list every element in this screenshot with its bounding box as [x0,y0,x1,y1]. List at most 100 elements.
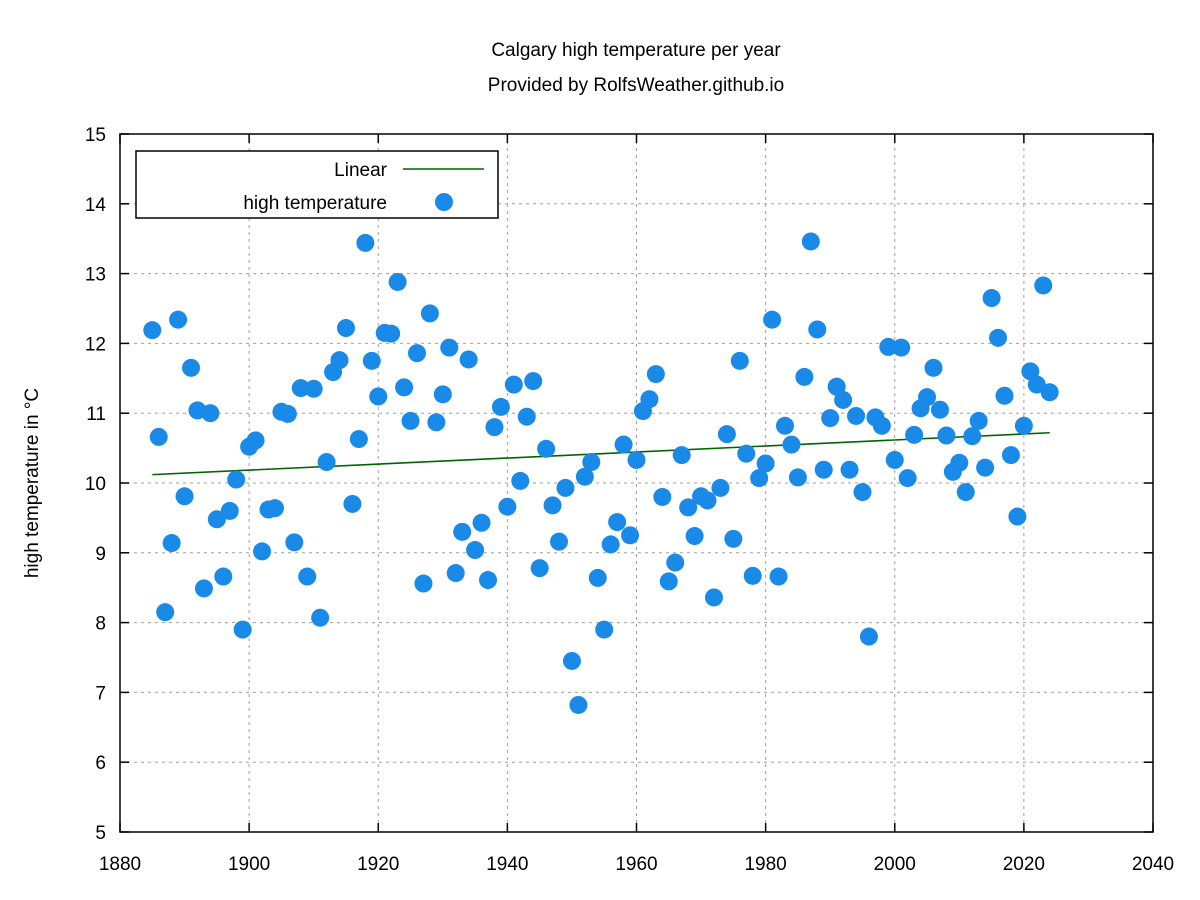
plot-frame [119,133,1154,833]
data-point [369,387,388,406]
data-point [737,444,756,463]
data-point [627,450,646,469]
data-point [956,483,975,502]
data-point [265,499,284,518]
data-point [685,527,704,546]
data-point [207,510,226,529]
data-point [672,446,691,465]
data-point [453,522,472,541]
data-point [982,289,1001,308]
y-tick-label: 8 [95,614,106,635]
y-tick-label: 5 [95,823,106,844]
data-point [640,390,659,409]
data-point [511,471,530,490]
data-point [194,579,213,598]
x-tick-label: 1960 [615,854,657,875]
data-point [562,651,581,670]
data-point [149,427,168,446]
data-point [724,529,743,548]
data-point [233,620,252,639]
data-point [601,535,620,554]
data-point [530,559,549,578]
data-point [343,494,362,513]
x-tick-label: 1920 [357,854,399,875]
data-point [1001,446,1020,465]
data-point [201,404,220,423]
data-point [466,541,485,560]
data-point [756,454,775,473]
data-point [989,328,1008,347]
data-point [569,695,588,714]
data-point [227,470,246,489]
data-point [1034,276,1053,295]
data-point [995,386,1014,405]
x-tick-label: 2000 [874,854,916,875]
data-point [905,425,924,444]
data-point [491,397,510,416]
data-point [575,467,594,486]
data-point [659,572,678,591]
data-point [330,351,349,370]
data-point [646,365,665,384]
trend-line-linear [152,431,1050,476]
data-point [440,338,459,357]
data-point [349,430,368,449]
x-tick-label: 1980 [744,854,786,875]
data-point [543,496,562,515]
data-point [717,425,736,444]
data-point [730,351,749,370]
data-point [608,513,627,532]
y-tick-label: 14 [85,195,107,216]
data-point [666,553,685,572]
data-point [356,233,375,252]
grid [120,134,1153,832]
data-point [653,487,672,506]
data-point [336,319,355,338]
data-point [291,379,310,398]
data-point [788,468,807,487]
y-tick-label: 13 [85,265,106,286]
y-tick-label: 15 [85,125,106,146]
y-tick-label: 12 [85,334,106,355]
data-point [362,351,381,370]
data-point [524,372,543,391]
data-point [246,431,265,450]
data-point [711,478,730,497]
data-point [950,453,969,472]
data-point [317,453,336,472]
y-tick-label: 10 [85,474,106,495]
data-point [485,418,504,437]
data-point [1014,416,1033,435]
data-point [556,478,575,497]
legend-swatch-high-temperature [435,193,453,211]
chart-subtitle: Provided by RolfsWeather.github.io [488,75,784,96]
data-point [537,439,556,458]
data-point [930,400,949,419]
y-tick-label: 6 [95,753,106,774]
y-tick-label: 7 [95,683,106,704]
data-point [427,413,446,432]
x-tick-label: 1880 [99,854,141,875]
data-point [859,627,878,646]
data-point [750,469,769,488]
data-point [879,337,898,356]
x-tick-label: 1900 [228,854,270,875]
data-point [775,416,794,435]
axis-ticks: 5 6 7 8 9 10 11 12 13 14 15 1880 1900 1920 1940 1960 198… [85,125,1174,875]
data-point [550,532,569,551]
data-point [395,378,414,397]
data-point [769,567,788,586]
data-point [976,458,995,477]
data-point [963,427,982,446]
data-point [253,542,272,561]
data-point [472,513,491,532]
data-point [414,574,433,593]
y-tick-label: 9 [95,544,106,565]
data-point [582,453,601,472]
data-point [401,411,420,430]
data-point [498,497,517,516]
x-tick-label: 2020 [1003,854,1045,875]
data-point [595,620,614,639]
data-point [834,390,853,409]
